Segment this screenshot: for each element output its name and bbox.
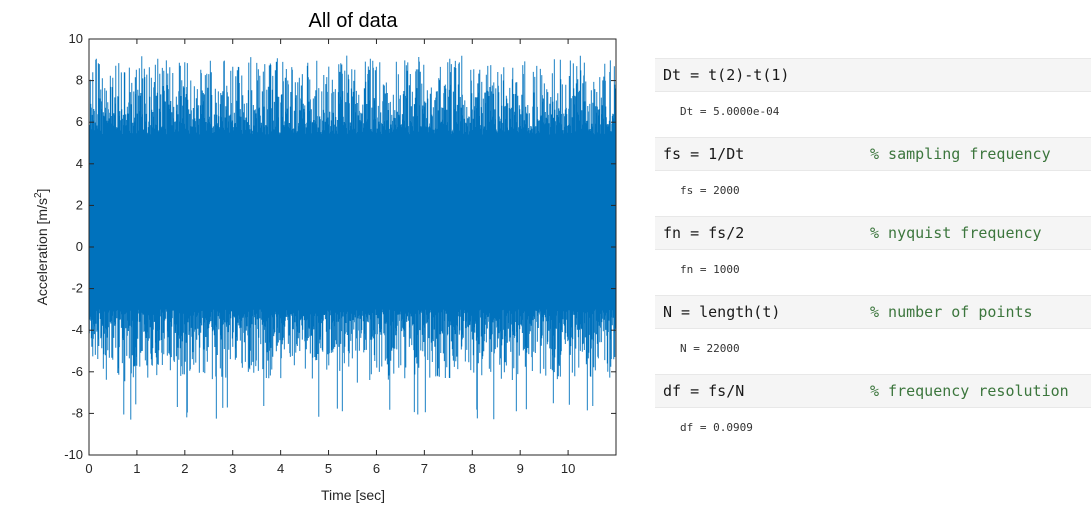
y-tick-label: 4 <box>76 156 83 171</box>
code-line-n[interactable]: N = length(t) % number of points <box>655 295 1091 329</box>
code-line-df[interactable]: df = fs/N % frequency resolution <box>655 374 1091 408</box>
x-tick-label: 6 <box>373 461 380 476</box>
code-comment: % sampling frequency <box>870 145 1051 163</box>
y-axis-label: Acceleration [m/s2] <box>33 189 50 306</box>
code-comment: % number of points <box>870 303 1033 321</box>
y-axis-label-superscript: 2 <box>33 192 44 198</box>
plot-figure: All of data 0 1 2 3 4 5 6 7 8 9 10 10 8 6 4 2 0 -2 -4 -6 -8… <box>33 10 617 503</box>
signal-dense-core <box>89 155 617 285</box>
y-tick-label: 8 <box>76 73 83 88</box>
y-tick-label: 6 <box>76 114 83 129</box>
code-comment: % frequency resolution <box>870 382 1069 400</box>
output-text: fs = 2000 <box>680 184 740 197</box>
y-axis-label-end: ] <box>34 189 50 193</box>
y-tick-label: -2 <box>71 281 83 296</box>
y-tick-label: 10 <box>69 31 83 46</box>
y-tick-label: 2 <box>76 197 83 212</box>
code-text: Dt = t(2)-t(1) <box>663 66 790 84</box>
x-tick-label: 0 <box>85 461 92 476</box>
x-tick-label: 1 <box>133 461 140 476</box>
x-tick-label: 9 <box>517 461 524 476</box>
output-text: N = 22000 <box>680 342 740 355</box>
x-ticks: 0 1 2 3 4 5 6 7 8 9 10 <box>85 39 575 476</box>
x-axis-label: Time [sec] <box>321 487 385 503</box>
code-line-fs[interactable]: fs = 1/Dt % sampling frequency <box>655 137 1091 171</box>
code-line-fn[interactable]: fn = fs/2 % nyquist frequency <box>655 216 1091 250</box>
y-axis-label-main: Acceleration [m/s <box>34 198 50 305</box>
x-tick-label: 3 <box>229 461 236 476</box>
output-text: fn = 1000 <box>680 263 740 276</box>
signal-series <box>88 55 617 420</box>
output-line-fn: fn = 1000 <box>655 250 1091 295</box>
code-panel: Dt = t(2)-t(1) Dt = 5.0000e-04 fs = 1/Dt… <box>655 58 1091 453</box>
y-tick-label: -4 <box>71 322 83 337</box>
code-text: fs = 1/Dt <box>663 145 745 163</box>
output-line-fs: fs = 2000 <box>655 171 1091 216</box>
x-tick-label: 8 <box>469 461 476 476</box>
chart-title: All of data <box>309 10 399 32</box>
x-tick-label: 10 <box>561 461 575 476</box>
code-text: N = length(t) <box>663 303 781 321</box>
code-text: fn = fs/2 <box>663 224 745 242</box>
output-line-df: df = 0.0909 <box>655 408 1091 453</box>
output-text: df = 0.0909 <box>680 421 753 434</box>
y-tick-label: -6 <box>71 364 83 379</box>
x-tick-label: 5 <box>325 461 332 476</box>
y-tick-label: 0 <box>76 239 83 254</box>
y-tick-label: -10 <box>64 447 83 462</box>
code-comment: % nyquist frequency <box>870 224 1042 242</box>
x-tick-label: 7 <box>421 461 428 476</box>
output-line-dt: Dt = 5.0000e-04 <box>655 92 1091 137</box>
x-tick-label: 2 <box>181 461 188 476</box>
code-line-dt[interactable]: Dt = t(2)-t(1) <box>655 58 1091 92</box>
y-ticks: 10 8 6 4 2 0 -2 -4 -6 -8 -10 <box>64 31 616 462</box>
x-tick-label: 4 <box>277 461 284 476</box>
output-text: Dt = 5.0000e-04 <box>680 105 780 118</box>
output-line-n: N = 22000 <box>655 329 1091 374</box>
acceleration-chart: All of data 0 1 2 3 4 5 6 7 8 9 10 10 8 6 4 2 0 -2 -4 -6 -8… <box>33 10 617 503</box>
code-text: df = fs/N <box>663 382 745 400</box>
y-tick-label: -8 <box>71 405 83 420</box>
